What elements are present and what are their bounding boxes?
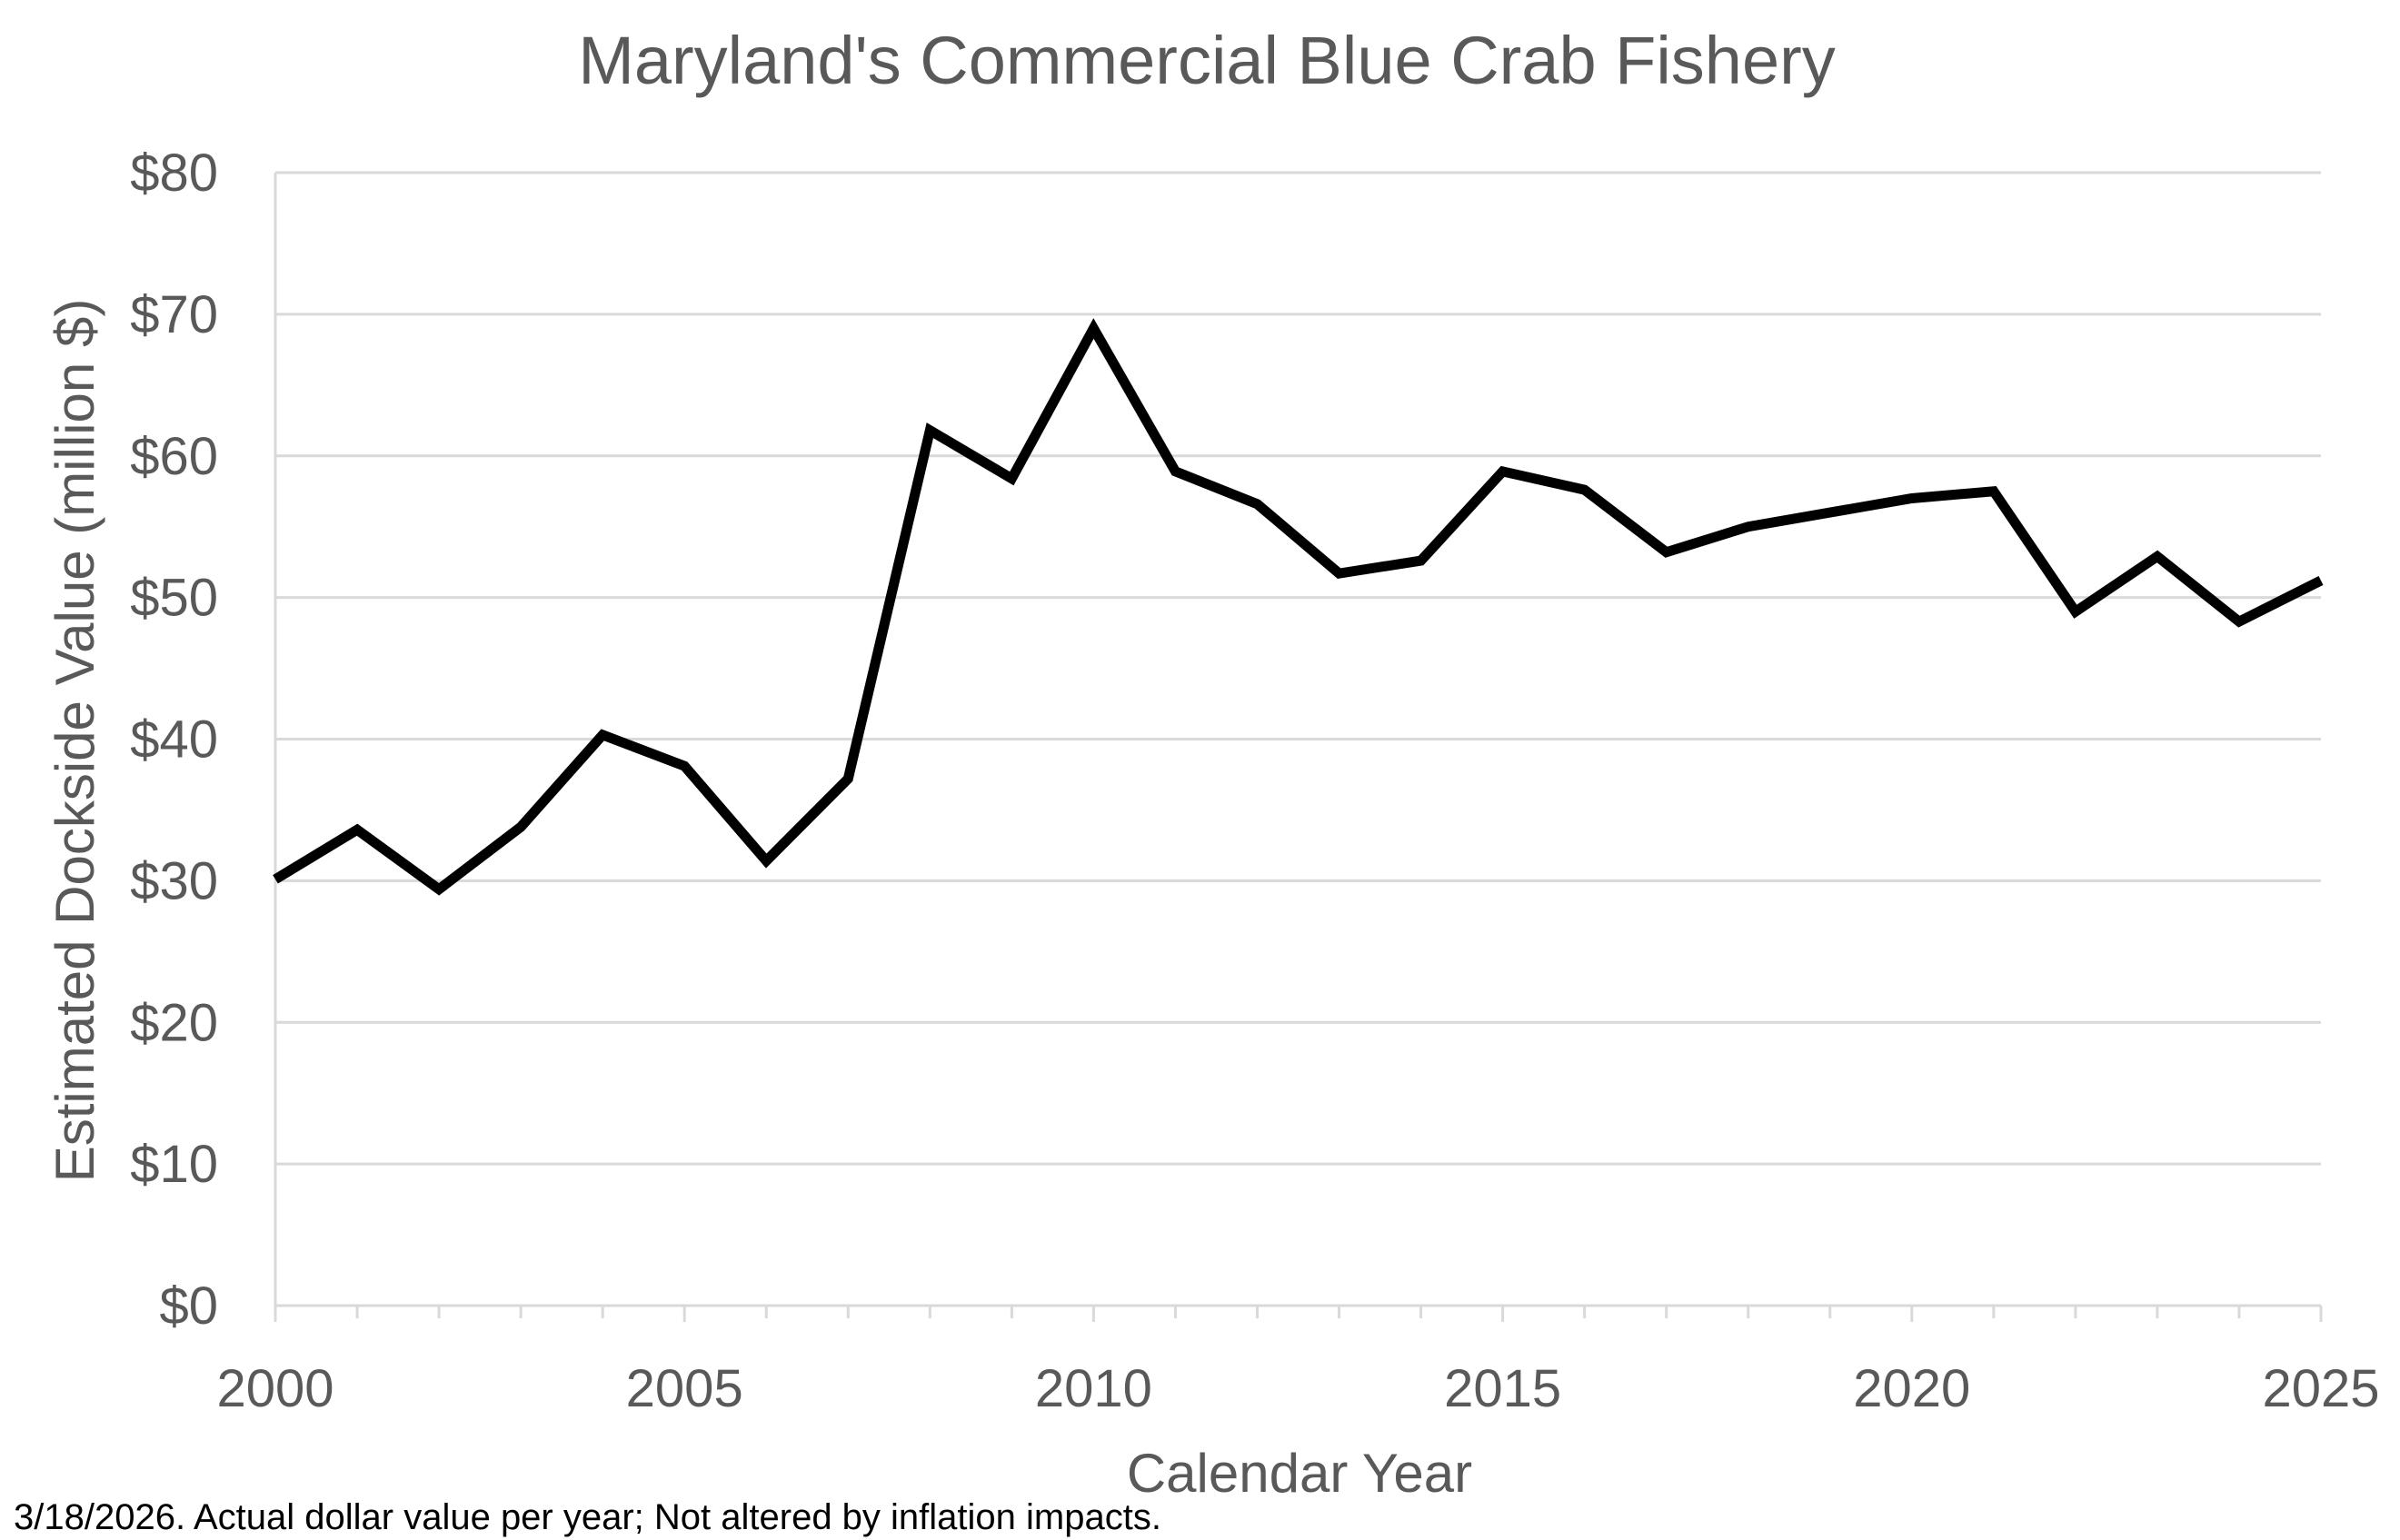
x-tick-label: 2000 xyxy=(216,1359,334,1418)
y-tick-label: $60 xyxy=(130,427,218,486)
y-axis-label: Estimated Dockside Value (million $) xyxy=(45,299,105,1183)
x-axis-tick-labels: 2000 2005 2010 2015 2020 2025 xyxy=(216,1359,2379,1418)
footnote-text: 3/18/2026. Actual dollar value per year;… xyxy=(14,1497,1161,1537)
y-tick-label: $40 xyxy=(130,710,218,770)
x-tick-label: 2010 xyxy=(1035,1359,1152,1418)
x-tick-label: 2015 xyxy=(1444,1359,1561,1418)
chart-title: Maryland's Commercial Blue Crab Fishery xyxy=(578,23,1836,98)
x-axis-label: Calendar Year xyxy=(1127,1443,1472,1504)
data-series xyxy=(273,318,2324,896)
y-axis-tick-labels: $0 $10 $20 $30 $40 $50 $60 $70 $80 xyxy=(130,144,218,1336)
x-tick-label: 2005 xyxy=(626,1359,743,1418)
y-tick-label: $30 xyxy=(130,851,218,910)
y-tick-label: $20 xyxy=(130,993,218,1052)
y-tick-label: $70 xyxy=(130,285,218,344)
y-tick-label: $10 xyxy=(130,1135,218,1194)
x-tick-label: 2020 xyxy=(1853,1359,1970,1418)
y-tick-label: $0 xyxy=(159,1277,218,1336)
axes xyxy=(274,173,2323,1322)
x-tick-label: 2025 xyxy=(2262,1359,2379,1418)
series-line xyxy=(273,318,2324,896)
y-tick-label: $80 xyxy=(130,144,218,203)
y-tick-label: $50 xyxy=(130,569,218,628)
